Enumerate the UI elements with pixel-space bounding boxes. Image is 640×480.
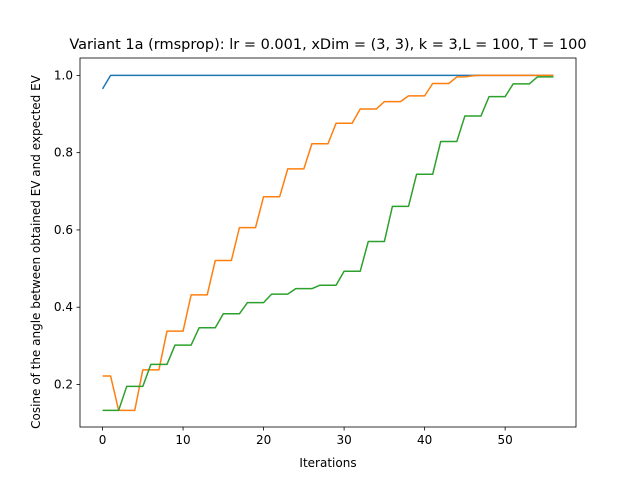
series-line-3 xyxy=(102,76,554,412)
series-line-1 xyxy=(101,74,554,90)
x-tick-label: 0 xyxy=(99,433,107,447)
y-tick-label: 0.6 xyxy=(54,223,73,237)
y-tick-label: 0.8 xyxy=(54,146,73,160)
chart-title: Variant 1a (rmsprop): lr = 0.001, xDim =… xyxy=(69,37,586,53)
x-axis-ticks: 0 10 20 30 40 50 xyxy=(99,427,513,447)
series-line-2 xyxy=(102,74,554,412)
y-axis-label: Cosine of the angle between obtained EV … xyxy=(29,74,43,429)
x-tick-label: 10 xyxy=(175,433,190,447)
x-tick-label: 20 xyxy=(256,433,271,447)
x-tick-label: 50 xyxy=(498,433,513,447)
y-axis-ticks: 0.2 0.4 0.6 0.8 1.0 xyxy=(54,68,80,391)
y-tick-label: 1.0 xyxy=(54,68,73,82)
y-tick-label: 0.2 xyxy=(54,377,73,391)
y-tick-label: 0.4 xyxy=(54,300,73,314)
x-axis-label: Iterations xyxy=(299,456,356,470)
x-tick-label: 30 xyxy=(336,433,351,447)
x-tick-label: 40 xyxy=(417,433,432,447)
series-lines xyxy=(101,74,554,412)
plot-frame xyxy=(79,57,577,428)
